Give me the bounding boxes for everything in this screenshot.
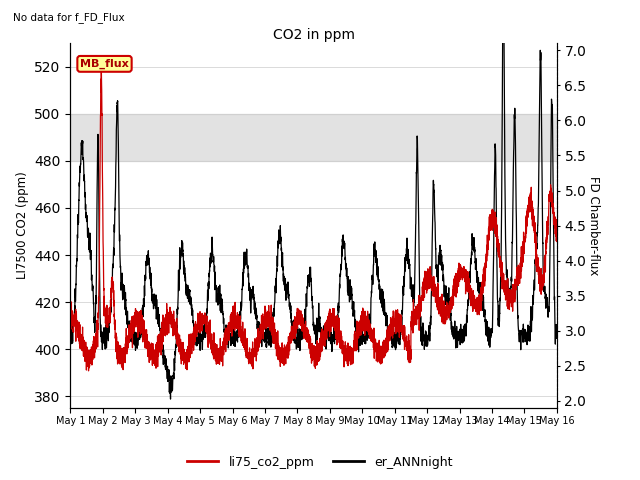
Title: CO2 in ppm: CO2 in ppm [273,28,355,42]
Bar [70,114,557,161]
Text: No data for f_FD_Flux: No data for f_FD_Flux [13,12,124,23]
Legend: li75_co2_ppm, er_ANNnight: li75_co2_ppm, er_ANNnight [182,451,458,474]
Y-axis label: LI7500 CO2 (ppm): LI7500 CO2 (ppm) [16,172,29,279]
Text: MB_flux: MB_flux [80,59,129,69]
Y-axis label: FD Chamber-flux: FD Chamber-flux [588,176,600,276]
